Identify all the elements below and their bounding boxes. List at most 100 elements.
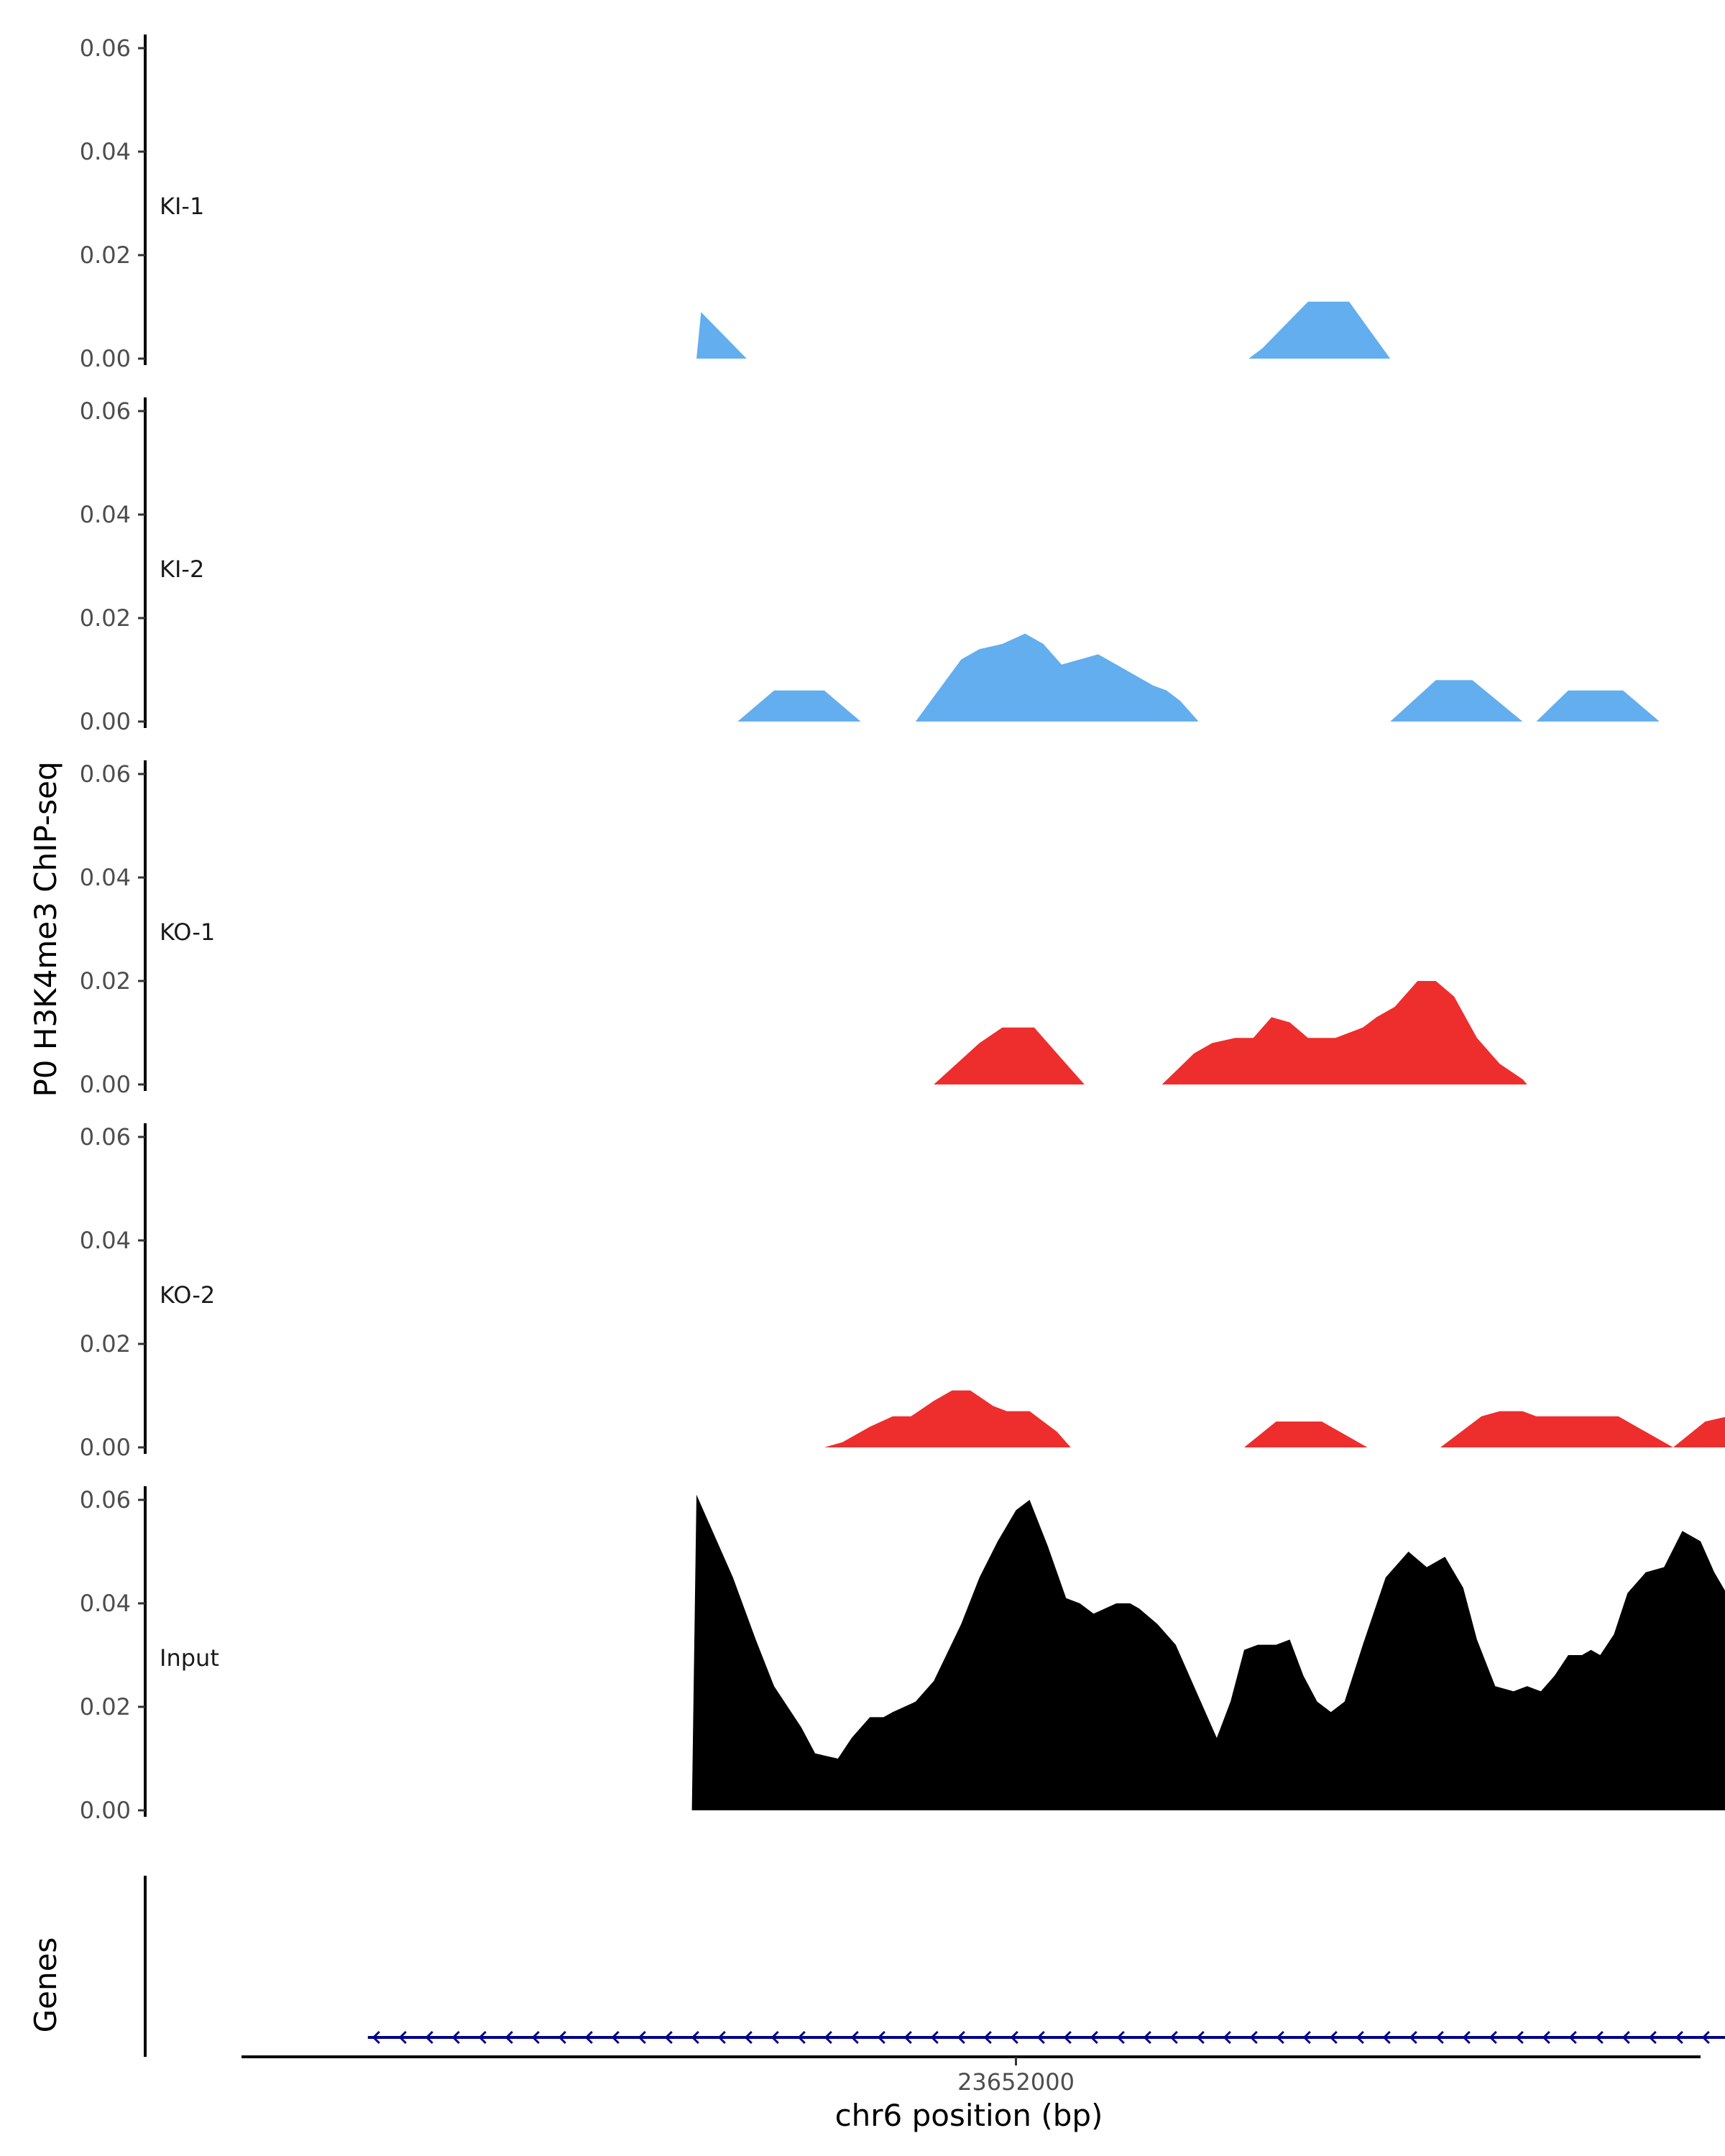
track-label: Input [160, 1644, 219, 1672]
y-tick-label: 0.06 [80, 1486, 131, 1514]
y-tick-label: 0.06 [80, 1123, 131, 1151]
signal-peak [1536, 690, 1660, 722]
strand-arrow [1249, 2030, 1258, 2045]
strand-arrow [1276, 2030, 1284, 2045]
strand-arrow [877, 2030, 886, 2045]
strand-arrow [531, 2030, 540, 2045]
strand-arrow [505, 2030, 513, 2045]
strand-arrow [1090, 2030, 1098, 2045]
strand-arrow [451, 2030, 460, 2045]
x-axis: 236520002365400023656000 [242, 2055, 1701, 2096]
signal-peak [691, 1494, 1725, 1810]
track-label: KO-2 [160, 1281, 215, 1309]
signal-peak [1248, 301, 1391, 359]
strand-arrow [824, 2030, 832, 2045]
y-tick-label: 0.06 [80, 34, 131, 62]
strand-arrow [1356, 2030, 1364, 2045]
strand-arrow [717, 2030, 726, 2045]
track-ko-2: 0.00 0.02 0.04 0.06 KO-2 [80, 1123, 1725, 1461]
signal-peak [934, 1027, 1085, 1084]
y-tick-label: 0.00 [80, 1797, 131, 1824]
strand-arrow [1622, 2030, 1630, 2045]
tracks-group: 0.00 0.02 0.04 0.06 KI-1 0.00 0.02 0.04 0.06 KI-2… [80, 34, 1725, 1824]
strand-arrow [1648, 2030, 1657, 2045]
signal-peak [737, 690, 861, 722]
strand-arrow [425, 2030, 433, 2045]
y-tick-label: 0.04 [80, 501, 131, 528]
strand-arrow [1595, 2030, 1604, 2045]
y-tick-label: 0.00 [80, 1434, 131, 1461]
strand-arrow [1568, 2030, 1577, 2045]
strand-arrow [638, 2030, 646, 2045]
y-tick-label: 0.06 [80, 397, 131, 425]
strand-arrow [558, 2030, 566, 2045]
gene-cadps2: Cadps2 [367, 2030, 1725, 2045]
strand-arrow [1223, 2030, 1231, 2045]
y-tick-label: 0.02 [80, 1693, 131, 1720]
strand-arrow [770, 2030, 779, 2045]
strand-arrow [1302, 2030, 1311, 2045]
strand-arrow [691, 2030, 699, 2045]
strand-arrow [797, 2030, 806, 2045]
y-tick-label: 0.06 [80, 760, 131, 788]
track-ko-1: 0.00 0.02 0.04 0.06 KO-1 [80, 760, 1527, 1098]
y-tick-label: 0.02 [80, 604, 131, 632]
strand-arrow [478, 2030, 487, 2045]
track-input: 0.00 0.02 0.04 0.06 Input [80, 1486, 1725, 1824]
strand-arrow [957, 2030, 965, 2045]
y-tick-label: 0.04 [80, 864, 131, 891]
strand-arrow [1515, 2030, 1524, 2045]
strand-arrow [1382, 2030, 1391, 2045]
strand-arrow [1063, 2030, 1072, 2045]
y-tick-label: 0.02 [80, 967, 131, 995]
y-tick-label: 0.04 [80, 1590, 131, 1617]
signal-peak [1673, 1416, 1725, 1447]
strand-arrow [930, 2030, 939, 2045]
strand-arrow [398, 2030, 407, 2045]
strand-arrow [1196, 2030, 1205, 2045]
y-tick-label: 0.02 [80, 1330, 131, 1358]
strand-arrow [1116, 2030, 1125, 2045]
track-label: KI-1 [160, 193, 204, 220]
y-tick-label: 0.00 [80, 1071, 131, 1098]
y-tick-label: 0.02 [80, 241, 131, 269]
track-ki-1: 0.00 0.02 0.04 0.06 KI-1 [80, 34, 1391, 372]
gene-track: Rnf148Cadps2 [144, 1876, 1725, 2057]
track-label: KO-1 [160, 918, 215, 946]
strand-arrow [1329, 2030, 1338, 2045]
strand-arrow [850, 2030, 859, 2045]
strand-arrow [1462, 2030, 1471, 2045]
y-axis-title: P0 H3K4me3 ChIP-seq [28, 761, 63, 1097]
track-label: KI-2 [160, 556, 204, 583]
y-tick-label: 0.00 [80, 708, 131, 735]
y-tick-label: 0.04 [80, 138, 131, 165]
strand-arrow [1143, 2030, 1151, 2045]
strand-arrow [584, 2030, 593, 2045]
strand-arrow [611, 2030, 620, 2045]
signal-peak [1390, 680, 1523, 722]
y-tick-label: 0.04 [80, 1227, 131, 1254]
x-axis-title: chr6 position (bp) [835, 2098, 1103, 2133]
signal-peak [696, 312, 747, 359]
strand-arrow [372, 2030, 380, 2045]
y-tick-label: 0.00 [80, 345, 131, 372]
track-ki-2: 0.00 0.02 0.04 0.06 KI-2 [80, 397, 1660, 735]
strand-arrow [1675, 2030, 1683, 2045]
signal-peak [1162, 981, 1527, 1084]
genes-axis-title: Genes [28, 1938, 63, 2033]
signal-peak [1244, 1422, 1368, 1447]
strand-arrow [983, 2030, 992, 2045]
strand-arrow [1701, 2030, 1710, 2045]
strand-arrow [1169, 2030, 1178, 2045]
strand-arrow [744, 2030, 753, 2045]
strand-arrow [1542, 2030, 1550, 2045]
strand-arrow [1036, 2030, 1045, 2045]
x-tick-label: 23652000 [957, 2068, 1075, 2096]
strand-arrow [903, 2030, 912, 2045]
strand-arrow [1489, 2030, 1497, 2045]
strand-arrow [664, 2030, 673, 2045]
signal-peak [1440, 1411, 1673, 1447]
signal-peak [824, 1390, 1071, 1447]
strand-arrow [1409, 2030, 1417, 2045]
